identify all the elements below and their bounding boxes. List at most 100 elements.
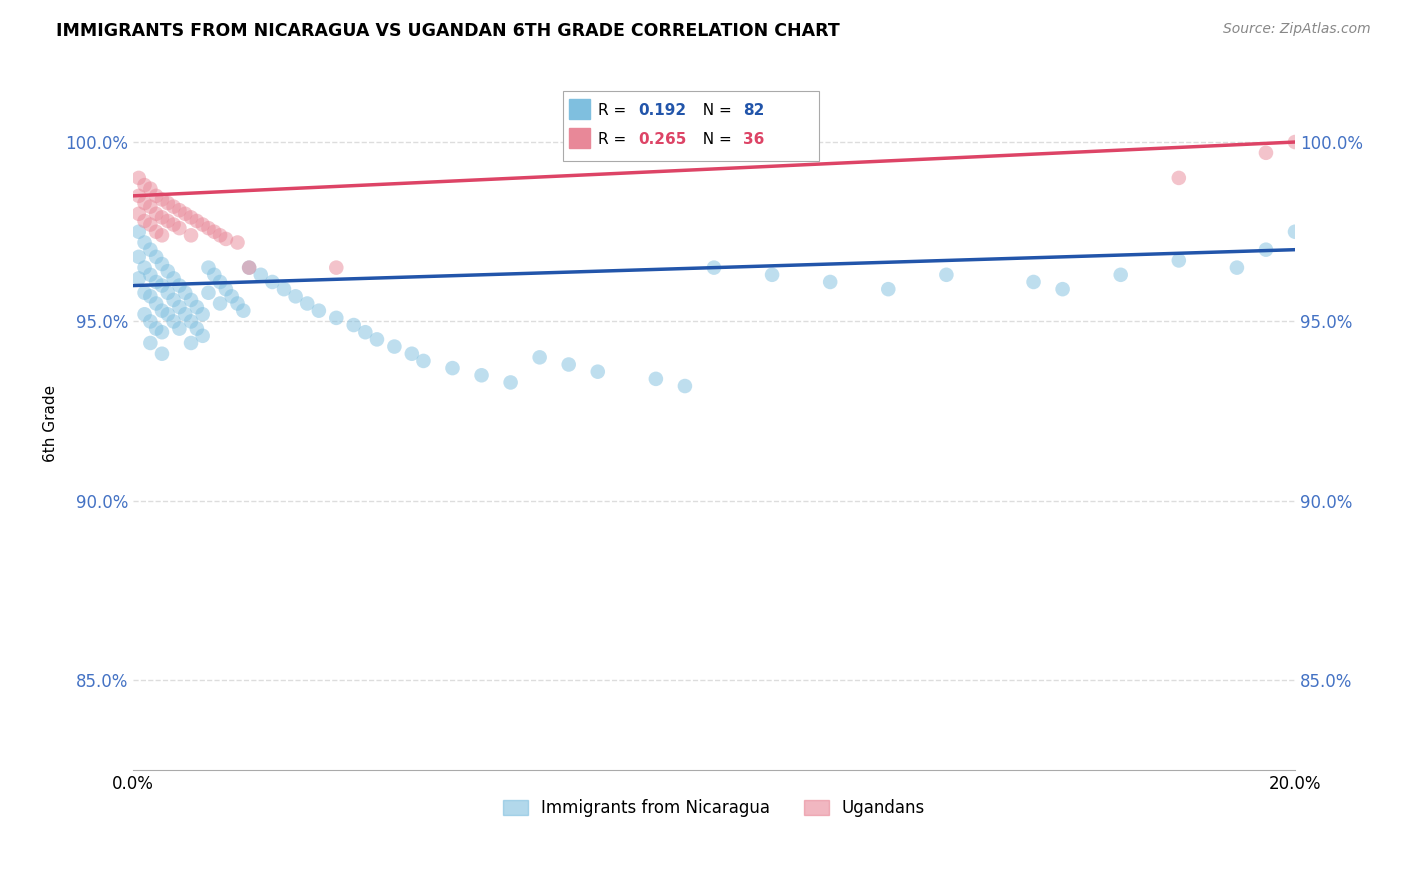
Point [156,196,179,211]
Point [215,232,238,246]
Point [197,260,219,275]
Point [162,271,184,285]
Point [162,293,184,307]
Point [150,325,173,339]
Point [139,200,162,214]
Point [134,285,156,300]
Point [325,310,347,325]
Point [169,321,191,335]
Point [139,314,162,328]
Point [191,218,214,232]
Point [174,307,197,321]
Point [139,182,162,196]
Point [139,243,162,257]
Point [1254,243,1277,257]
Point [249,268,271,282]
Point [156,264,179,278]
Point [284,289,307,303]
Point [354,325,377,339]
Point [180,314,202,328]
Point [1109,268,1132,282]
Point [1167,253,1189,268]
Point [818,275,841,289]
Text: 82: 82 [742,103,765,118]
Text: N =: N = [693,103,737,118]
Point [156,214,179,228]
Point [209,275,232,289]
Point [209,296,232,310]
Point [128,271,150,285]
Point [197,285,219,300]
Bar [568,99,589,119]
Point [586,365,609,379]
Point [145,250,167,264]
Text: R =: R = [598,132,631,147]
Point [134,307,156,321]
Point [180,336,202,351]
Bar [568,128,589,148]
Point [202,225,225,239]
Text: IMMIGRANTS FROM NICARAGUA VS UGANDAN 6TH GRADE CORRELATION CHART: IMMIGRANTS FROM NICARAGUA VS UGANDAN 6TH… [56,22,839,40]
Point [134,260,156,275]
Point [1254,145,1277,160]
Point [343,318,366,332]
Text: 0.265: 0.265 [638,132,686,147]
Point [186,300,208,314]
Point [935,268,957,282]
Point [150,228,173,243]
Point [180,228,202,243]
Point [1284,135,1306,149]
Point [174,207,197,221]
Point [169,300,191,314]
Point [226,235,249,250]
Point [384,340,406,354]
Point [186,321,208,335]
Point [703,260,725,275]
Point [1022,275,1045,289]
Point [1284,225,1306,239]
Point [761,268,783,282]
Point [191,328,214,343]
Point [1226,260,1249,275]
Point [1052,282,1074,296]
Point [412,354,434,368]
Point [162,200,184,214]
Point [221,289,243,303]
Point [150,278,173,293]
Point [145,321,167,335]
Point [162,218,184,232]
Point [215,282,238,296]
Point [366,332,388,346]
Point [139,268,162,282]
Point [134,196,156,211]
Point [139,336,162,351]
Point [557,358,579,372]
Point [128,207,150,221]
Point [186,214,208,228]
Point [325,260,347,275]
Point [139,218,162,232]
Point [145,189,167,203]
Text: N =: N = [693,132,737,147]
FancyBboxPatch shape [562,91,818,161]
Point [226,296,249,310]
Point [197,221,219,235]
Text: R =: R = [598,103,631,118]
Point [238,260,260,275]
Point [169,278,191,293]
Point [128,225,150,239]
Point [150,257,173,271]
Point [156,285,179,300]
Point [145,225,167,239]
Point [644,372,666,386]
Point [134,235,156,250]
Point [174,285,197,300]
Text: 0.192: 0.192 [638,103,686,118]
Point [150,303,173,318]
Point [128,170,150,185]
Point [1167,170,1189,185]
Point [401,347,423,361]
Point [441,361,464,376]
Point [673,379,696,393]
Point [262,275,284,289]
